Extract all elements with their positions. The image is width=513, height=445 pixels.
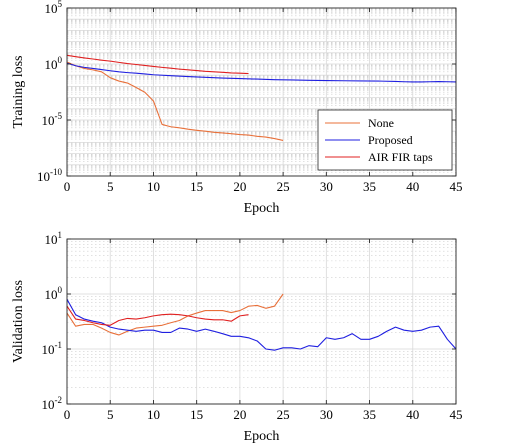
x-tick-label: 5 bbox=[107, 179, 114, 194]
y-tick-label: 100 bbox=[45, 285, 63, 302]
y-tick-label: 10-10 bbox=[37, 167, 62, 184]
legend-label: None bbox=[368, 116, 394, 130]
ticks: 0 5 10 15 20 25 30 35 40 45 101 100 10-1 10-2 bbox=[42, 230, 463, 422]
x-axis-label: Epoch bbox=[244, 201, 280, 216]
series-group bbox=[66, 54, 457, 141]
x-tick-label: 35 bbox=[363, 179, 376, 194]
x-tick-label: 30 bbox=[320, 407, 333, 422]
legend: None Proposed AIR FIR taps bbox=[317, 109, 453, 171]
x-tick-label: 40 bbox=[406, 179, 419, 194]
x-tick-label: 45 bbox=[450, 407, 463, 422]
series-line-proposed bbox=[66, 62, 457, 83]
series-line-air-fir-taps bbox=[66, 54, 249, 75]
y-tick-label: 10-5 bbox=[42, 111, 63, 128]
series-line-proposed bbox=[66, 299, 457, 351]
x-tick-label: 15 bbox=[190, 179, 203, 194]
training-loss-panel: 0 5 10 15 20 25 30 35 40 45 105 100 10-5 10-10 Epoch Tr… bbox=[11, 0, 463, 216]
axes-box bbox=[66, 238, 457, 405]
x-tick-label: 0 bbox=[64, 179, 71, 194]
ticks: 0 5 10 15 20 25 30 35 40 45 105 100 10-5 10-10 bbox=[37, 0, 463, 194]
x-tick-label: 10 bbox=[147, 179, 160, 194]
x-tick-label: 0 bbox=[64, 407, 71, 422]
series-line-none bbox=[66, 61, 284, 141]
y-tick-label: 10-2 bbox=[42, 395, 63, 412]
series-group bbox=[66, 293, 457, 351]
x-tick-label: 20 bbox=[233, 179, 246, 194]
y-tick-label: 105 bbox=[45, 0, 63, 16]
x-tick-label: 25 bbox=[277, 407, 290, 422]
x-tick-label: 5 bbox=[107, 407, 114, 422]
x-tick-label: 30 bbox=[320, 179, 333, 194]
x-axis-label: Epoch bbox=[244, 429, 280, 444]
grid bbox=[66, 238, 457, 405]
y-tick-label: 100 bbox=[45, 55, 63, 72]
x-tick-label: 45 bbox=[450, 179, 463, 194]
y-tick-label: 101 bbox=[45, 230, 63, 247]
x-tick-label: 10 bbox=[147, 407, 160, 422]
x-tick-label: 25 bbox=[277, 179, 290, 194]
x-tick-label: 15 bbox=[190, 407, 203, 422]
series-line-none bbox=[66, 293, 284, 336]
x-tick-label: 40 bbox=[406, 407, 419, 422]
y-axis-label: Validation loss bbox=[11, 280, 26, 363]
validation-loss-panel: 0 5 10 15 20 25 30 35 40 45 101 100 10-1 10-2 Epoch Val… bbox=[11, 230, 463, 444]
legend-label: AIR FIR taps bbox=[368, 150, 433, 164]
y-tick-label: 10-1 bbox=[42, 340, 63, 357]
x-tick-label: 20 bbox=[233, 407, 246, 422]
y-axis-label: Training loss bbox=[11, 55, 26, 128]
legend-label: Proposed bbox=[368, 133, 413, 147]
series-line-air-fir-taps bbox=[66, 305, 249, 326]
axes-box bbox=[66, 7, 457, 177]
x-tick-label: 35 bbox=[363, 407, 376, 422]
